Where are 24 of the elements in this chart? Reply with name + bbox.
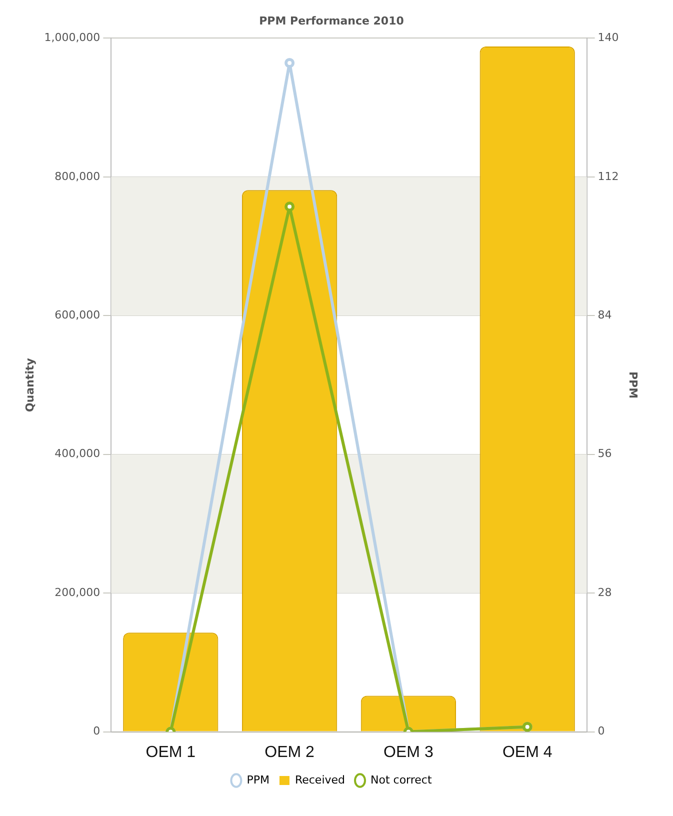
y2-axis-title: PPM [626,371,640,399]
x-tick-label: OEM 3 [384,744,434,761]
legend-label: PPM [246,773,270,786]
y-tick-label: 0 [93,724,100,738]
point [284,58,295,68]
y2-tick-label: 140 [598,31,619,44]
y2-tick-label: 0 [598,724,605,738]
legend-label: Received [294,773,346,786]
x-tick-label: OEM 4 [502,744,552,761]
y-tick-label: 1,000,000 [44,31,100,44]
legend-label: Not correct [370,773,432,786]
y-tick-label: 800,000 [54,170,100,183]
x-tick-label: OEM 2 [264,744,315,761]
y-tick-label: 400,000 [54,447,100,460]
point [284,202,295,212]
y-axis-title: Quantity [23,358,36,412]
y-tick-label: 600,000 [54,308,100,322]
y2-tick-label: 28 [598,586,612,599]
y2-tick-label: 56 [598,447,612,460]
x-tick-label: OEM 1 [146,744,196,761]
y2-tick-label: 112 [598,170,619,183]
chart-title: PPM Performance 2010 [259,14,404,28]
y2-tick-label: 84 [598,308,612,322]
y-tick-label: 200,000 [54,586,100,599]
